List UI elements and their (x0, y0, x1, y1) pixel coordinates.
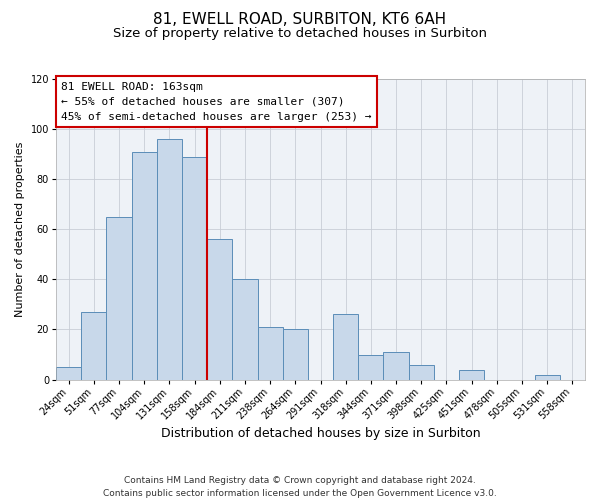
Bar (358, 354, 383, 380)
Bar (535, 374, 560, 380)
Bar (383, 352, 409, 380)
Text: 81, EWELL ROAD, SURBITON, KT6 6AH: 81, EWELL ROAD, SURBITON, KT6 6AH (154, 12, 446, 28)
Text: Contains HM Land Registry data © Crown copyright and database right 2024.
Contai: Contains HM Land Registry data © Crown c… (103, 476, 497, 498)
Bar (106, 217, 131, 380)
Text: Size of property relative to detached houses in Surbiton: Size of property relative to detached ho… (113, 28, 487, 40)
Bar (182, 156, 207, 380)
Text: 81 EWELL ROAD: 163sqm
← 55% of detached houses are smaller (307)
45% of semi-det: 81 EWELL ROAD: 163sqm ← 55% of detached … (61, 82, 372, 122)
Bar (283, 330, 308, 380)
Bar (232, 280, 257, 380)
Bar (81, 312, 106, 380)
Bar (409, 364, 434, 380)
Bar (257, 327, 283, 380)
Bar (157, 139, 182, 380)
Bar (333, 314, 358, 380)
Bar (207, 240, 232, 380)
Bar (131, 152, 157, 380)
Bar (56, 367, 81, 380)
Y-axis label: Number of detached properties: Number of detached properties (15, 142, 25, 317)
X-axis label: Distribution of detached houses by size in Surbiton: Distribution of detached houses by size … (161, 427, 481, 440)
Bar (459, 370, 484, 380)
